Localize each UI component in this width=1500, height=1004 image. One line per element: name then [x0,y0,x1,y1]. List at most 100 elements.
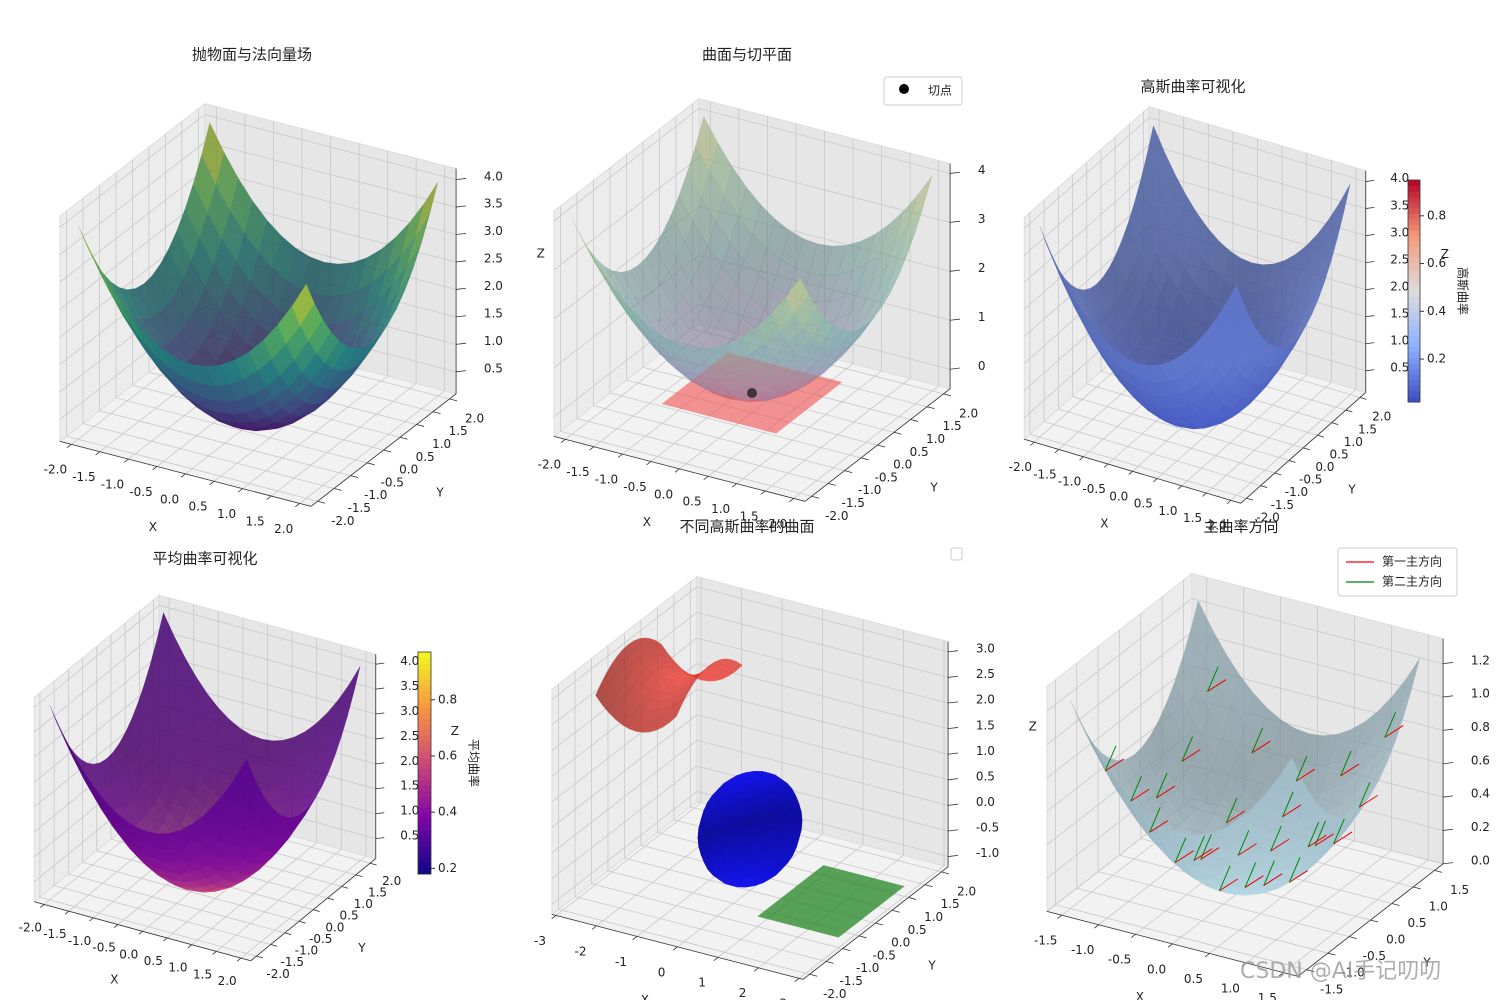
tick-mark [1443,828,1454,831]
colorbar-segment [1408,224,1420,231]
colorbar-segment [418,801,431,808]
surface-patch [248,787,266,818]
y-tick-label: 1.5 [1450,883,1469,897]
surface-patch [834,329,859,351]
colorbar-segment [418,763,431,770]
surface-patch [769,785,783,798]
z-tick-label: 0.5 [976,769,995,783]
colorbar-tick-label: 0.8 [1427,208,1446,222]
surface-patch [785,277,809,315]
y-tick-label: -1.0 [1285,485,1308,499]
surface-patch [749,777,760,780]
z-tick-label: 0.6 [1471,753,1490,767]
grid-line [59,169,206,283]
grid-line [66,435,318,502]
surface-patch [749,777,756,784]
colorbar-segment [418,835,431,842]
direction-1 [1244,875,1264,889]
x-tick-label: -1 [615,955,627,969]
colorbar-segment [1408,291,1420,298]
tick-mark [123,458,129,463]
x-tick-label: 0.0 [1147,962,1166,976]
tick-mark [948,701,959,704]
direction-2 [1270,825,1282,852]
surface-patch [92,254,115,300]
colorbar-segment [1408,218,1420,225]
surface-patch [201,122,225,185]
tick-mark [1054,449,1059,454]
z-tick-label: 2.5 [1390,252,1409,266]
surface-patch [1288,325,1307,355]
y-tick-label: -1.5 [842,496,865,510]
tick-mark [591,925,597,930]
z-tick-label: 2.5 [400,729,419,743]
direction-2 [1174,837,1187,863]
colorbar-segment [1408,202,1420,209]
surface-patch [1277,757,1301,797]
z-tick-label: 0.4 [1471,787,1490,801]
surface-patch [342,666,361,711]
direction-2 [1225,797,1238,824]
grid-line [204,114,457,181]
surface-patch [82,769,101,803]
direction-1 [1251,740,1271,754]
surface-patch [645,246,669,285]
surface-patch [705,285,729,322]
colorbar-segment [418,796,431,803]
colorbar-label: 高斯曲率 [1456,267,1471,315]
direction-1 [1156,785,1176,799]
tick-mark [948,778,959,781]
tick-mark [1443,728,1454,731]
colorbar-segment [418,724,431,731]
surface-patch [153,746,172,784]
tick-mark [950,220,961,223]
grid-line [551,740,698,854]
colorbar-segment [418,779,431,786]
x-tick-label: 0.5 [1184,972,1203,986]
surface-patch [145,807,164,834]
colorbar-segment [418,818,431,825]
y-axis-line [1297,863,1444,977]
colorbar-segment [418,829,431,836]
tick-mark [1103,463,1109,468]
surface-patch [120,302,144,342]
grid-line [1076,887,1329,954]
tick-mark [375,762,385,765]
tick-mark [295,503,300,508]
surface-patch [131,701,150,743]
surface-patch [167,635,186,685]
z-tick-label: 2.0 [400,754,419,768]
surface-patch [1141,735,1165,776]
colorbar-segment [1408,268,1420,275]
tick-mark [672,946,678,951]
z-tick-label: 0.8 [1471,720,1490,734]
direction-1 [1289,870,1309,883]
surface-patch [1126,265,1144,305]
colorbar-segment [1408,263,1420,270]
y-axis-label: Y [1347,482,1356,496]
tick-mark [1274,472,1282,476]
colorbar-segment [418,690,431,697]
tick-mark [212,951,217,955]
tick-mark [910,419,919,422]
surface-patch [1373,740,1396,783]
surface-patch [415,181,439,237]
tick-mark [1331,422,1339,425]
surface-patch [1231,674,1254,725]
tick-mark [456,370,467,373]
surface-patch [617,648,630,666]
tick-mark [1370,919,1379,923]
surface-patch [780,855,793,871]
colorbar-segment [1408,180,1420,187]
tick-mark [416,424,425,427]
colorbar-segment [1408,279,1420,286]
surface-patch [77,224,101,274]
x-tick-label: 1.0 [217,507,236,521]
direction-2 [1333,818,1345,845]
surface-patch [676,241,700,284]
z-tick-label: 3.0 [484,224,503,238]
surface-patch [241,774,260,807]
surface-patch [724,836,743,848]
tick-mark [948,803,959,806]
